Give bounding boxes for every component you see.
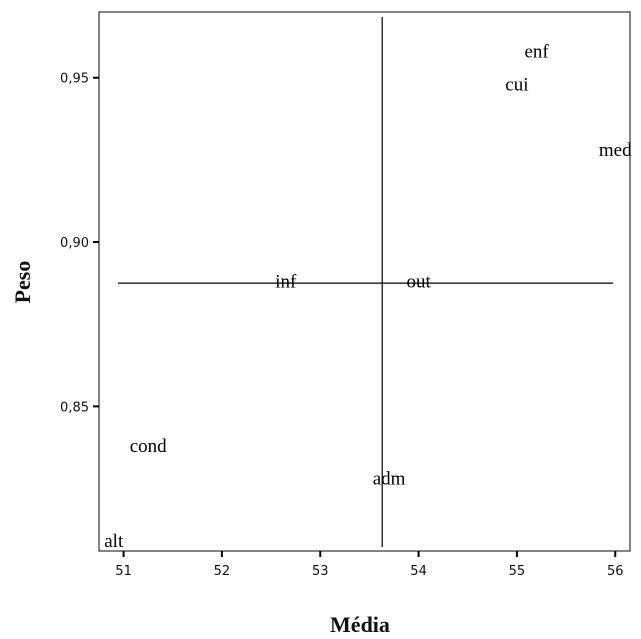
x-axis-title: Média	[330, 612, 390, 637]
point-label: inf	[275, 272, 297, 293]
point-label: enf	[524, 41, 549, 62]
point-label: med	[599, 140, 632, 161]
point-label: alt	[104, 531, 124, 552]
y-axis-title: Peso	[10, 261, 35, 304]
plot-frame	[98, 11, 631, 552]
point-label: cond	[130, 436, 167, 457]
y-tick-label: 0,90	[60, 236, 89, 251]
reference-lines	[118, 17, 613, 547]
x-tick-label: 56	[607, 564, 624, 579]
point-label: out	[406, 272, 431, 293]
y-tick-label: 0,95	[60, 72, 89, 87]
y-tick-label: 0,85	[60, 400, 89, 415]
x-tick-label: 54	[410, 564, 427, 579]
data-points: enf cui med inf out cond adm alt	[104, 41, 632, 552]
x-tick-label: 53	[312, 564, 329, 579]
x-axis: 51 52 53 54 55 56	[115, 551, 624, 579]
point-label: adm	[373, 469, 406, 490]
x-tick-label: 51	[115, 564, 132, 579]
x-tick-label: 55	[509, 564, 526, 579]
point-label: cui	[505, 74, 528, 95]
y-axis: 0,85 0,90 0,95	[60, 72, 99, 415]
x-tick-label: 52	[214, 564, 231, 579]
